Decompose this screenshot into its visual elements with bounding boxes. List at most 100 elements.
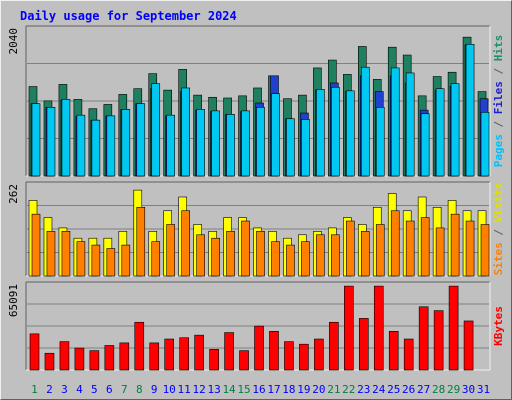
bar-kbytes-day-18 (284, 341, 294, 371)
bar-sites-day-5 (91, 244, 101, 277)
series-sites (31, 206, 490, 277)
xtick-day-19: 19 (297, 383, 310, 396)
bar-sites-day-10 (166, 224, 176, 277)
bar-sites-day-12 (196, 234, 205, 277)
bar-pages-day-25 (390, 67, 400, 177)
bar-sites-day-23 (360, 231, 370, 277)
xtick-day-10: 10 (163, 383, 176, 396)
bar-sites-day-30 (465, 220, 475, 277)
xtick-day-14: 14 (222, 383, 236, 396)
bar-kbytes-day-6 (104, 345, 115, 371)
xtick-day-22: 22 (342, 383, 355, 396)
bar-kbytes-day-25 (388, 330, 399, 371)
bar-kbytes-day-13 (209, 349, 219, 371)
series-kbytes (29, 285, 474, 371)
bar-sites-day-6 (106, 248, 116, 277)
bar-pages-day-17 (271, 93, 280, 177)
xtick-day-13: 13 (207, 383, 220, 396)
bar-kbytes-day-14 (224, 332, 234, 371)
bar-kbytes-day-27 (418, 306, 429, 371)
bar-pages-day-7 (121, 109, 131, 177)
bar-kbytes-day-17 (269, 330, 279, 371)
bar-kbytes-day-21 (329, 321, 339, 371)
bar-pages-day-1 (31, 103, 41, 177)
xtick-day-25: 25 (387, 383, 400, 396)
bar-kbytes-day-1 (29, 333, 40, 371)
xtick-day-18: 18 (282, 383, 295, 396)
xtick-day-21: 21 (327, 383, 340, 396)
bar-pages-day-31 (480, 112, 490, 177)
ytick-top-hits-files-pages: 2040 (7, 28, 20, 55)
xtick-day-3: 3 (61, 383, 68, 396)
bar-kbytes-day-7 (119, 342, 130, 371)
bar-sites-day-16 (256, 231, 265, 277)
bar-pages-day-26 (405, 72, 415, 177)
bar-pages-day-28 (435, 88, 445, 177)
bar-sites-day-27 (420, 217, 430, 277)
xtick-day-30: 30 (462, 383, 475, 396)
ylabel-kbytes: KBytes (492, 306, 505, 346)
ytick-top-visits-sites: 262 (7, 184, 20, 204)
xtick-day-6: 6 (106, 383, 113, 396)
bar-sites-day-11 (181, 210, 190, 277)
bar-pages-day-27 (420, 113, 430, 177)
xtick-day-24: 24 (372, 383, 386, 396)
bar-pages-day-24 (375, 106, 385, 177)
bar-pages-day-30 (465, 44, 475, 177)
xtick-day-7: 7 (121, 383, 128, 396)
bar-pages-day-5 (91, 119, 101, 177)
bar-kbytes-day-9 (149, 342, 160, 371)
xtick-day-5: 5 (91, 383, 98, 396)
bar-sites-day-22 (346, 220, 355, 277)
xtick-day-4: 4 (76, 383, 83, 396)
bar-sites-day-28 (435, 227, 445, 277)
bar-sites-day-4 (76, 241, 86, 277)
bar-pages-day-13 (211, 110, 220, 177)
bar-sites-day-29 (450, 213, 460, 277)
bar-pages-day-9 (151, 83, 161, 177)
bar-kbytes-day-12 (194, 334, 204, 371)
bar-kbytes-day-10 (164, 338, 175, 371)
bar-sites-day-14 (226, 231, 235, 277)
bar-pages-day-4 (76, 114, 86, 177)
bar-sites-day-18 (286, 244, 295, 277)
xtick-day-1: 1 (31, 383, 38, 396)
xtick-day-31: 31 (477, 383, 490, 396)
bar-pages-day-6 (106, 115, 116, 177)
bar-pages-day-2 (46, 106, 56, 177)
bar-kbytes-day-29 (448, 285, 459, 371)
bar-sites-day-20 (316, 234, 325, 277)
bar-kbytes-day-28 (433, 310, 444, 371)
xtick-day-17: 17 (267, 383, 280, 396)
xtick-day-12: 12 (193, 383, 206, 396)
bar-pages-day-20 (316, 89, 325, 177)
xtick-day-27: 27 (417, 383, 430, 396)
bar-sites-day-26 (405, 220, 415, 277)
xtick-day-9: 9 (151, 383, 158, 396)
bar-sites-day-15 (241, 220, 250, 277)
ytick-top-kbytes: 65091 (7, 284, 20, 317)
xtick-day-16: 16 (252, 383, 265, 396)
bar-sites-day-1 (31, 213, 41, 277)
bar-pages-day-10 (166, 114, 176, 177)
bar-pages-day-18 (286, 118, 295, 177)
bar-pages-day-29 (450, 83, 460, 177)
bar-pages-day-3 (61, 99, 71, 177)
bar-sites-day-24 (375, 224, 385, 277)
xtick-day-26: 26 (402, 383, 415, 396)
xtick-day-29: 29 (447, 383, 460, 396)
bar-pages-day-12 (196, 109, 205, 177)
bar-sites-day-19 (301, 241, 310, 277)
bar-kbytes-day-16 (254, 325, 264, 371)
panel-kbytes: 65091 KBytes (7, 281, 505, 371)
bar-kbytes-day-15 (239, 350, 249, 371)
bar-sites-day-8 (136, 206, 146, 277)
bar-pages-day-8 (136, 103, 146, 177)
bar-sites-day-9 (151, 241, 161, 277)
bar-kbytes-day-5 (89, 350, 100, 371)
bar-kbytes-day-3 (59, 341, 70, 371)
bar-pages-day-15 (241, 110, 250, 177)
bar-sites-day-2 (46, 231, 56, 277)
ylabel-hits-files-pages: Pages / Files / Hits (492, 35, 505, 168)
xtick-day-11: 11 (178, 383, 191, 396)
